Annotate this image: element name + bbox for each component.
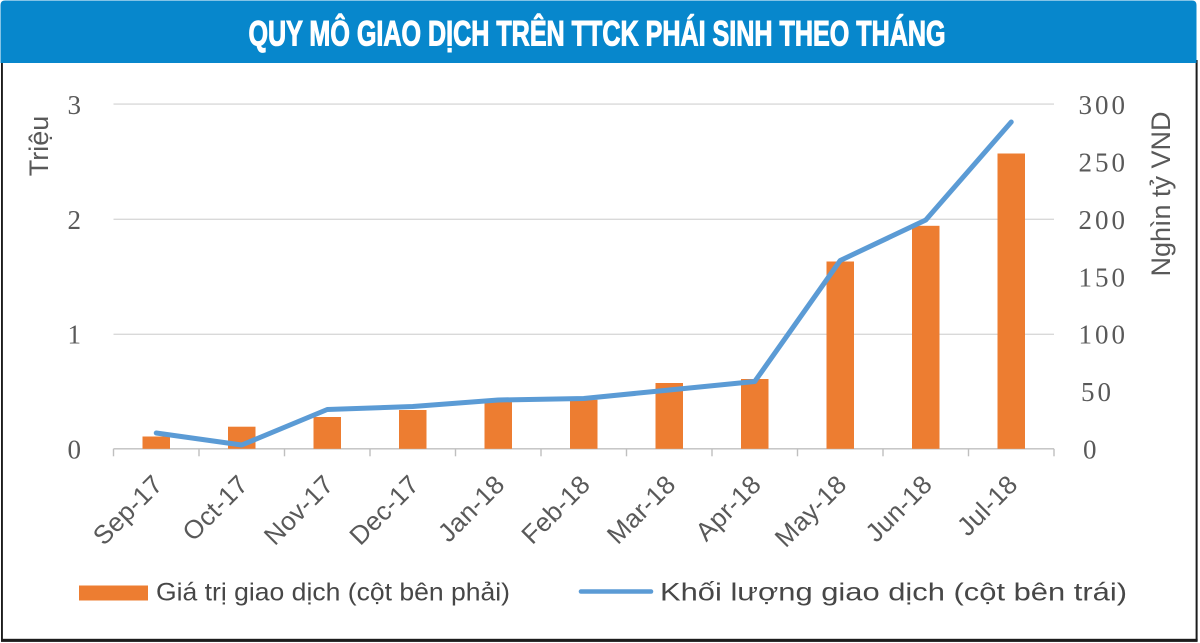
svg-text:100: 100 bbox=[1079, 320, 1129, 350]
svg-text:3: 3 bbox=[68, 90, 85, 120]
svg-text:Khối lượng giao dịch (cột bên: Khối lượng giao dịch (cột bên trái) bbox=[660, 579, 1127, 607]
svg-text:2: 2 bbox=[68, 205, 85, 235]
svg-text:250: 250 bbox=[1079, 148, 1129, 178]
svg-text:Triệu: Triệu bbox=[24, 116, 54, 177]
svg-text:1: 1 bbox=[68, 320, 85, 350]
svg-text:200: 200 bbox=[1079, 205, 1129, 235]
svg-text:50: 50 bbox=[1081, 377, 1114, 407]
svg-text:0: 0 bbox=[68, 435, 85, 465]
svg-text:300: 300 bbox=[1079, 90, 1129, 120]
svg-text:0: 0 bbox=[1083, 435, 1100, 465]
svg-text:Nghìn tỷ VND: Nghìn tỷ VND bbox=[1146, 111, 1176, 276]
svg-text:QUY MÔ GIAO DỊCH TRÊN TTCK PHÁ: QUY MÔ GIAO DỊCH TRÊN TTCK PHÁI SINH THE… bbox=[249, 14, 946, 54]
svg-text:150: 150 bbox=[1079, 262, 1129, 292]
svg-text:Giá trị giao dịch (cột bên phả: Giá trị giao dịch (cột bên phải) bbox=[156, 579, 510, 607]
